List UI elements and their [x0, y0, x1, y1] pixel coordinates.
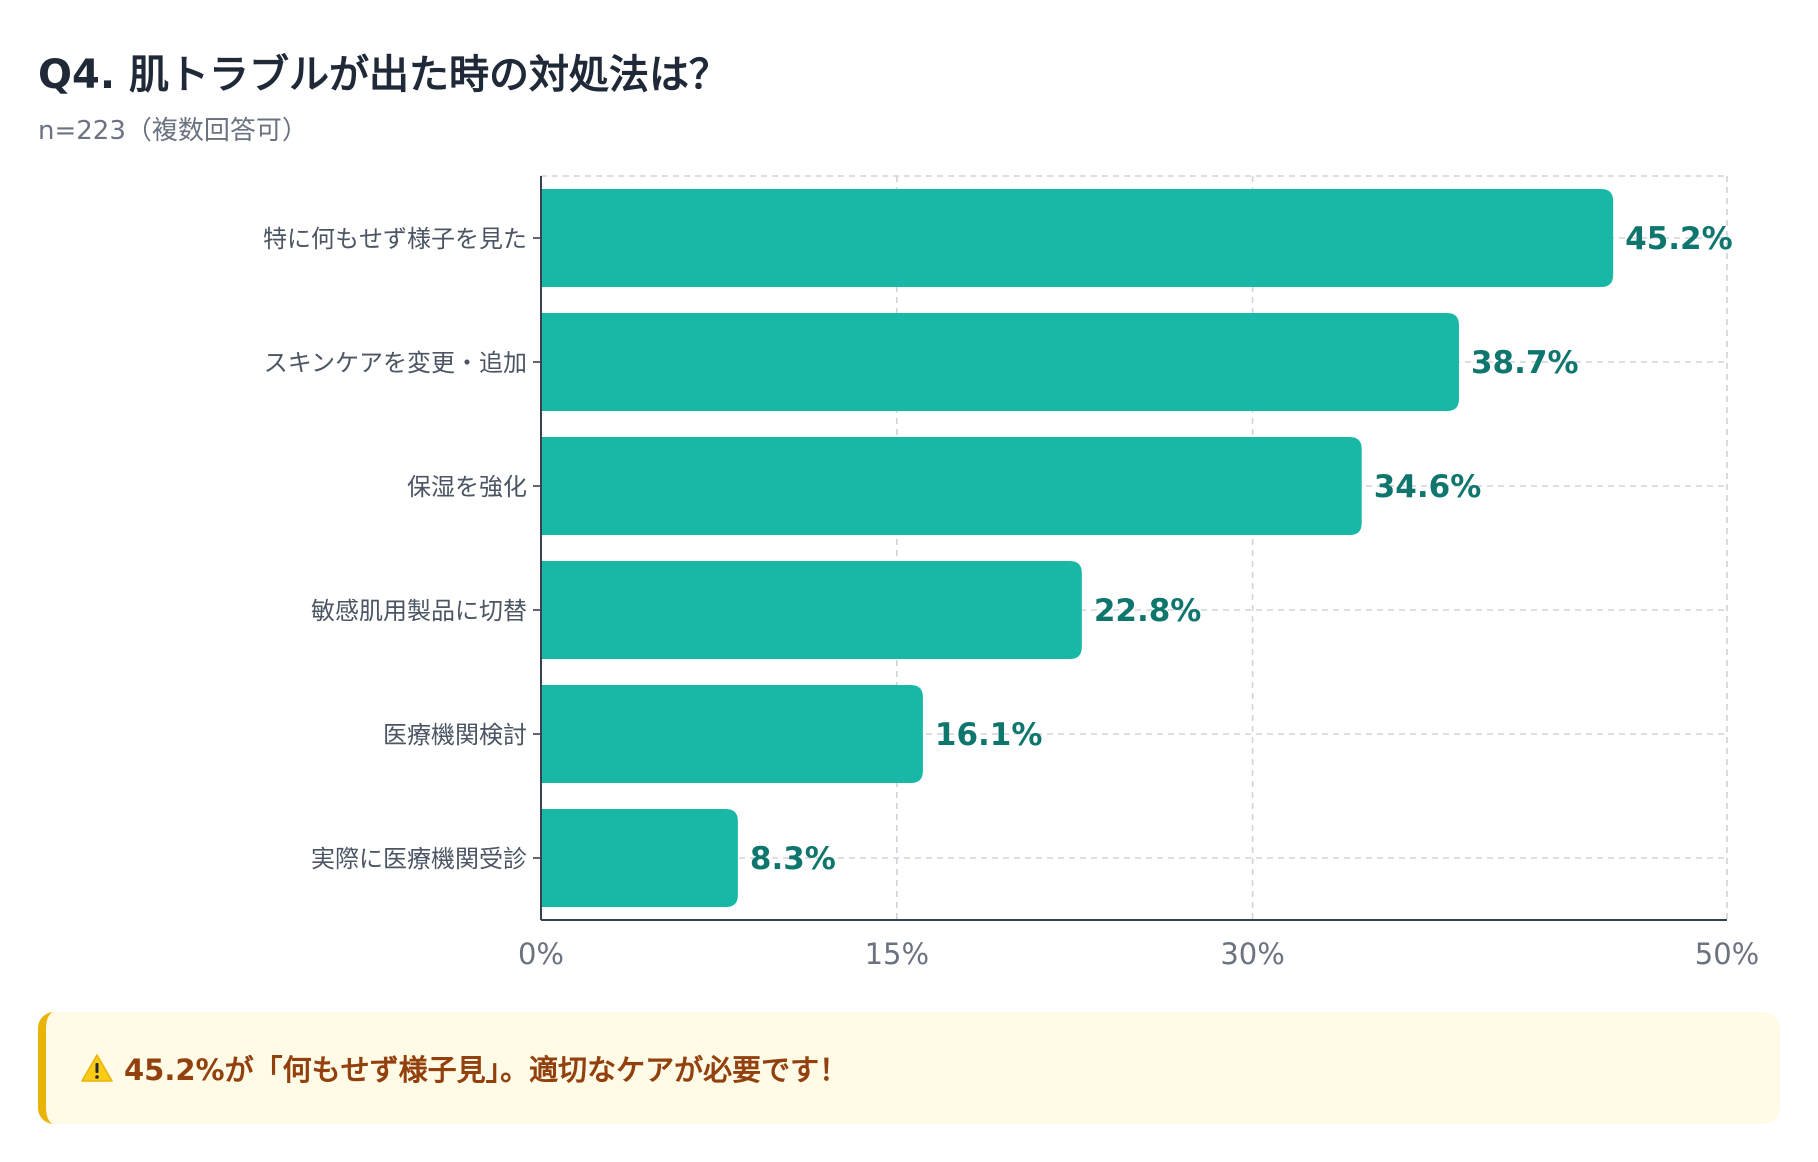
x-tick-label: 50%	[1695, 937, 1759, 971]
category-label: 敏感肌用製品に切替	[311, 597, 527, 625]
bar-value-label: 45.2%	[1625, 221, 1733, 257]
bar-value-label: 22.8%	[1094, 593, 1202, 629]
insight-text: 45.2%が「何もせず様子見」。適切なケアが必要です！	[124, 1053, 849, 1087]
bar	[541, 437, 1362, 535]
bar-value-label: 16.1%	[935, 717, 1043, 753]
bar-chart: 0% 15% 30% 50% 45.2% 特に何もせず様子を見た 38.7% スキンケアを変更…	[263, 175, 1759, 971]
bar	[541, 313, 1459, 411]
bar	[541, 809, 738, 907]
x-tick-label: 30%	[1220, 937, 1284, 971]
insight-callout: 45.2%が「何もせず様子見」。適切なケアが必要です！	[38, 1012, 1780, 1124]
category-label: スキンケアを変更・追加	[264, 349, 527, 377]
grid-lines	[541, 175, 1728, 920]
bar-value-label: 8.3%	[750, 841, 836, 877]
bar	[541, 561, 1082, 659]
labels: 0% 15% 30% 50% 45.2% 特に何もせず様子を見た 38.7% スキンケアを変更…	[263, 221, 1759, 971]
warning-icon	[81, 1054, 113, 1082]
bar-value-label: 34.6%	[1374, 469, 1482, 505]
category-label: 医療機関検討	[383, 721, 527, 749]
category-label: 保湿を強化	[407, 473, 527, 501]
bars	[541, 189, 1614, 907]
chart-subtitle: n=223（複数回答可）	[38, 116, 308, 146]
category-label: 特に何もせず様子を見た	[263, 225, 527, 253]
chart-title: Q4. 肌トラブルが出た時の対処法は？	[38, 52, 729, 98]
bar	[541, 189, 1614, 287]
category-label: 実際に医療機関受診	[311, 845, 527, 873]
x-tick-label: 0%	[518, 937, 564, 971]
bar-value-label: 38.7%	[1471, 345, 1579, 381]
axes	[533, 176, 1727, 921]
bar	[541, 685, 923, 783]
x-tick-label: 15%	[865, 937, 929, 971]
